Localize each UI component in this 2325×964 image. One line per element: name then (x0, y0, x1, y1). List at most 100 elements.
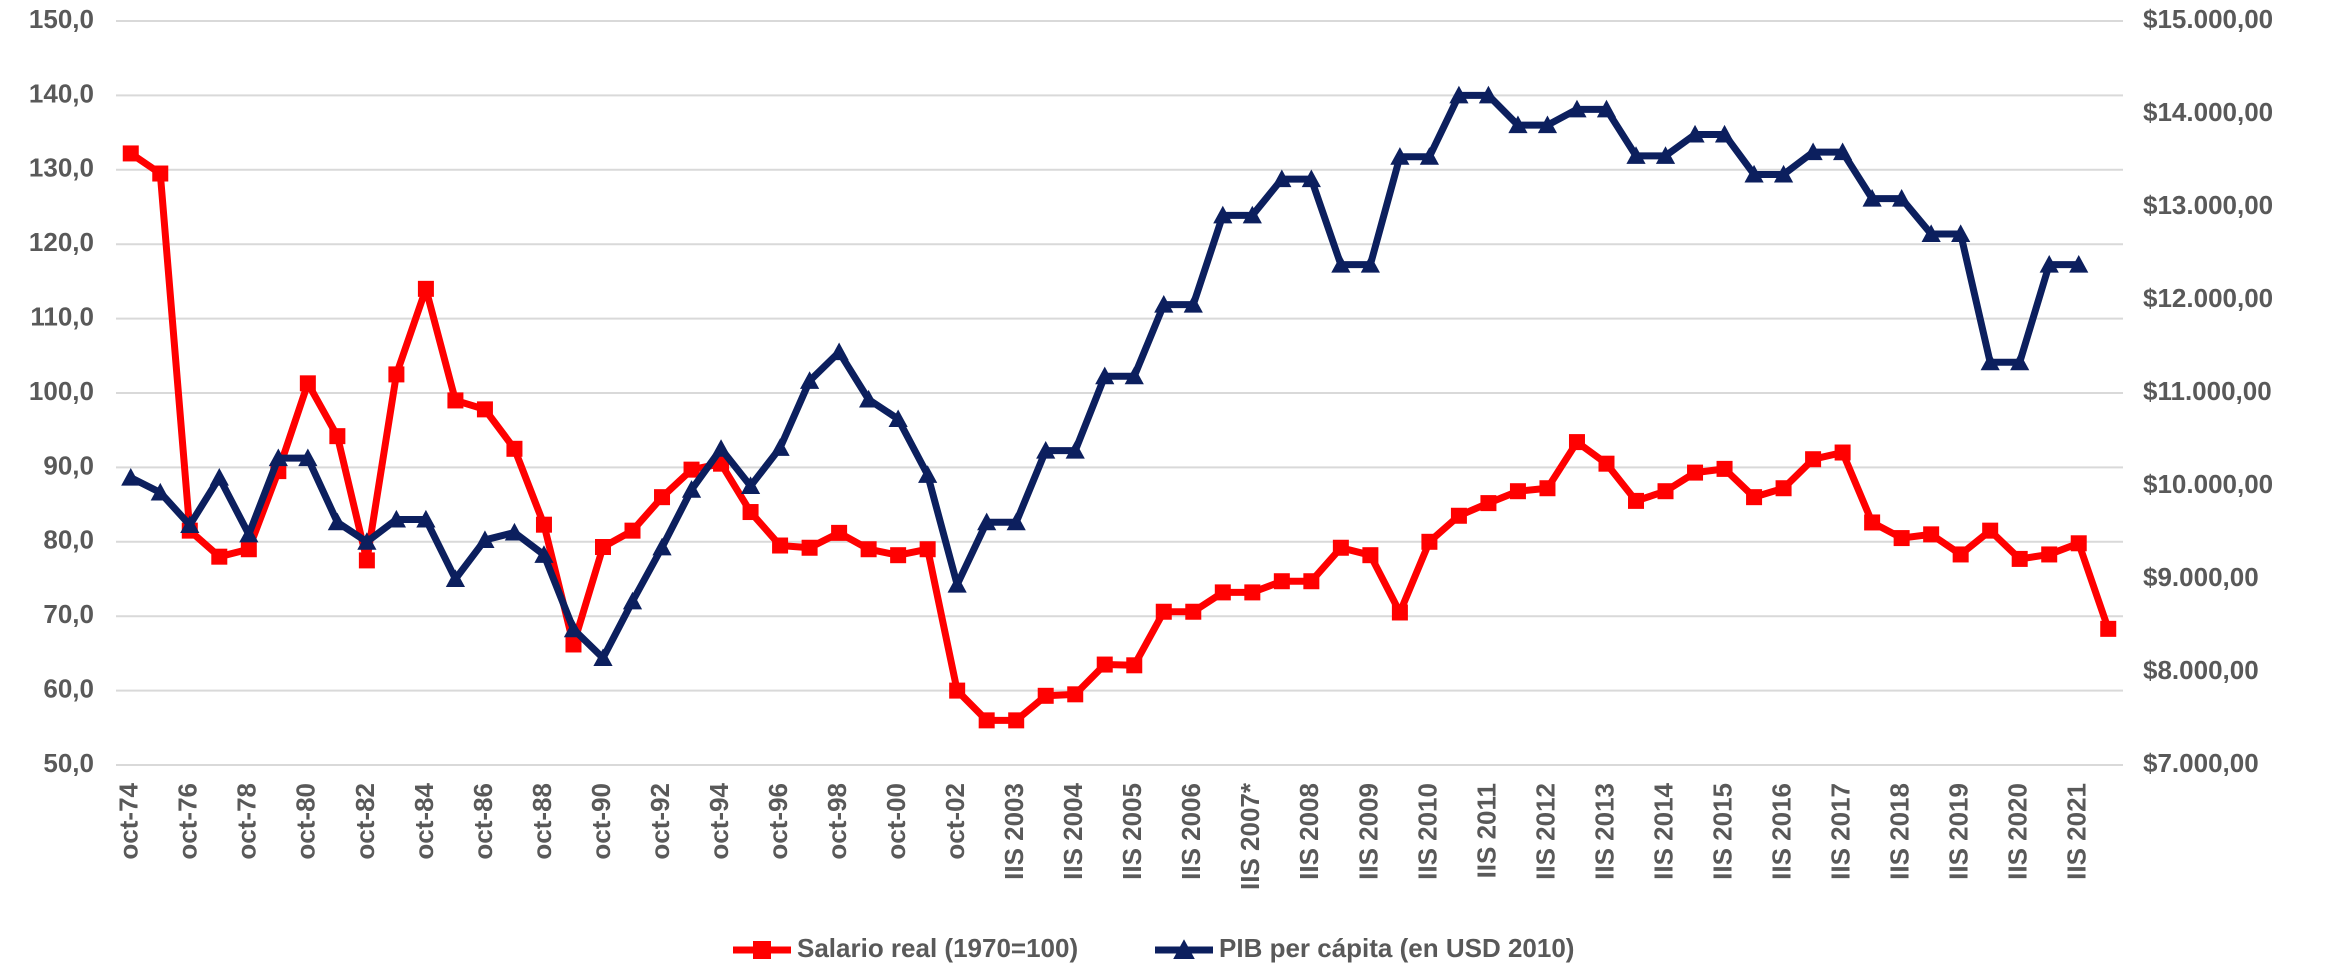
data-point (1952, 546, 1969, 563)
data-point (919, 541, 936, 558)
data-point (1390, 147, 1410, 165)
x-tick-label: IIS 2013 (1589, 783, 1619, 880)
x-tick-label: IIS 2008 (1294, 783, 1324, 880)
data-point (299, 375, 316, 392)
y2-tick-label: $12.000,00 (2143, 283, 2273, 313)
x-tick-label: oct-74 (114, 782, 144, 859)
data-point (1744, 164, 1764, 183)
data-point (622, 591, 643, 610)
data-point (1391, 604, 1408, 621)
data-point (801, 539, 818, 556)
data-point (329, 428, 346, 445)
data-point (624, 522, 641, 539)
y-tick-label: 50,0 (43, 748, 94, 778)
x-tick-label: oct-98 (822, 783, 852, 860)
data-point (1714, 124, 1735, 143)
data-point (563, 619, 584, 638)
x-tick-label: IIS 2004 (1058, 782, 1088, 879)
data-point (504, 522, 525, 541)
x-tick-label: oct-94 (704, 782, 734, 859)
data-point (949, 682, 966, 699)
data-point (654, 489, 671, 506)
data-point (1773, 164, 1794, 183)
data-point (1657, 483, 1674, 500)
x-tick-label: IIS 2014 (1648, 782, 1678, 879)
data-point (358, 552, 375, 569)
x-tick-label: IIS 2012 (1530, 783, 1560, 880)
data-point (417, 280, 434, 297)
data-point (1185, 603, 1202, 620)
data-point (978, 712, 995, 729)
data-point (2070, 535, 2087, 552)
data-point (1480, 495, 1497, 512)
data-point (1775, 480, 1792, 497)
x-tick-label: IIS 2019 (1944, 783, 1974, 880)
data-point (1332, 539, 1349, 556)
y2-tick-label: $14.000,00 (2143, 97, 2273, 127)
data-point (1598, 455, 1615, 472)
data-point (860, 541, 877, 558)
data-point (1628, 492, 1645, 509)
x-tick-label: IIS 2016 (1766, 783, 1796, 880)
data-point (594, 539, 611, 556)
data-point (298, 448, 318, 467)
data-point (1687, 464, 1704, 481)
y2-tick-label: $9.000,00 (2143, 562, 2259, 592)
x-tick-label: IIS 2015 (1707, 783, 1737, 880)
x-tick-label: IIS 2011 (1471, 783, 1501, 878)
data-point (1567, 99, 1587, 118)
data-point (1008, 712, 1025, 729)
data-point (1037, 687, 1054, 704)
data-point (711, 439, 731, 457)
data-point (1036, 441, 1056, 459)
data-point (1834, 444, 1851, 461)
y-tick-label: 80,0 (43, 525, 94, 555)
data-point (211, 548, 228, 565)
x-tick-label: IIS 2020 (2003, 783, 2033, 880)
data-point (1183, 295, 1203, 313)
data-point (1568, 434, 1585, 451)
data-point (1154, 295, 1174, 313)
y-tick-label: 130,0 (29, 153, 94, 183)
series-line (128, 150, 2112, 724)
data-point (1833, 142, 1853, 161)
data-point (1124, 366, 1144, 385)
data-point (1331, 255, 1351, 273)
y2-tick-label: $11.000,00 (2143, 376, 2272, 406)
data-point (1213, 205, 1233, 224)
data-point (1716, 460, 1733, 477)
data-point (1067, 686, 1084, 703)
data-point (1892, 189, 1912, 207)
data-point (1509, 483, 1526, 500)
data-point (2100, 620, 2117, 637)
data-point (152, 165, 169, 182)
x-tick-label: oct-78 (232, 783, 262, 860)
data-point (2039, 255, 2059, 273)
data-point (1244, 584, 1261, 601)
data-point (740, 476, 761, 494)
data-point (1421, 533, 1438, 550)
y2-tick-label: $15.000,00 (2143, 4, 2273, 34)
data-point (652, 537, 672, 556)
x-tick-label: oct-02 (940, 783, 970, 860)
x-tick-label: IIS 2003 (999, 783, 1029, 880)
x-tick-label: oct-90 (586, 783, 616, 860)
legend-label: Salario real (1970=100) (797, 933, 1078, 963)
data-point (1537, 115, 1558, 134)
data-point (1951, 224, 1971, 242)
data-point (1272, 169, 1292, 188)
data-point (506, 440, 523, 457)
data-point (1655, 146, 1676, 164)
data-point (386, 509, 406, 528)
data-point (357, 532, 377, 550)
y-tick-label: 110,0 (30, 301, 94, 331)
legend-label: PIB per cápita (en USD 2010) (1219, 933, 1574, 963)
data-point (1539, 480, 1556, 497)
data-point (1301, 169, 1321, 188)
y-tick-label: 100,0 (29, 376, 94, 406)
data-point (1126, 657, 1143, 674)
x-tick-label: IIS 2005 (1117, 783, 1147, 880)
legend-marker (753, 941, 771, 959)
data-point (1065, 441, 1085, 459)
